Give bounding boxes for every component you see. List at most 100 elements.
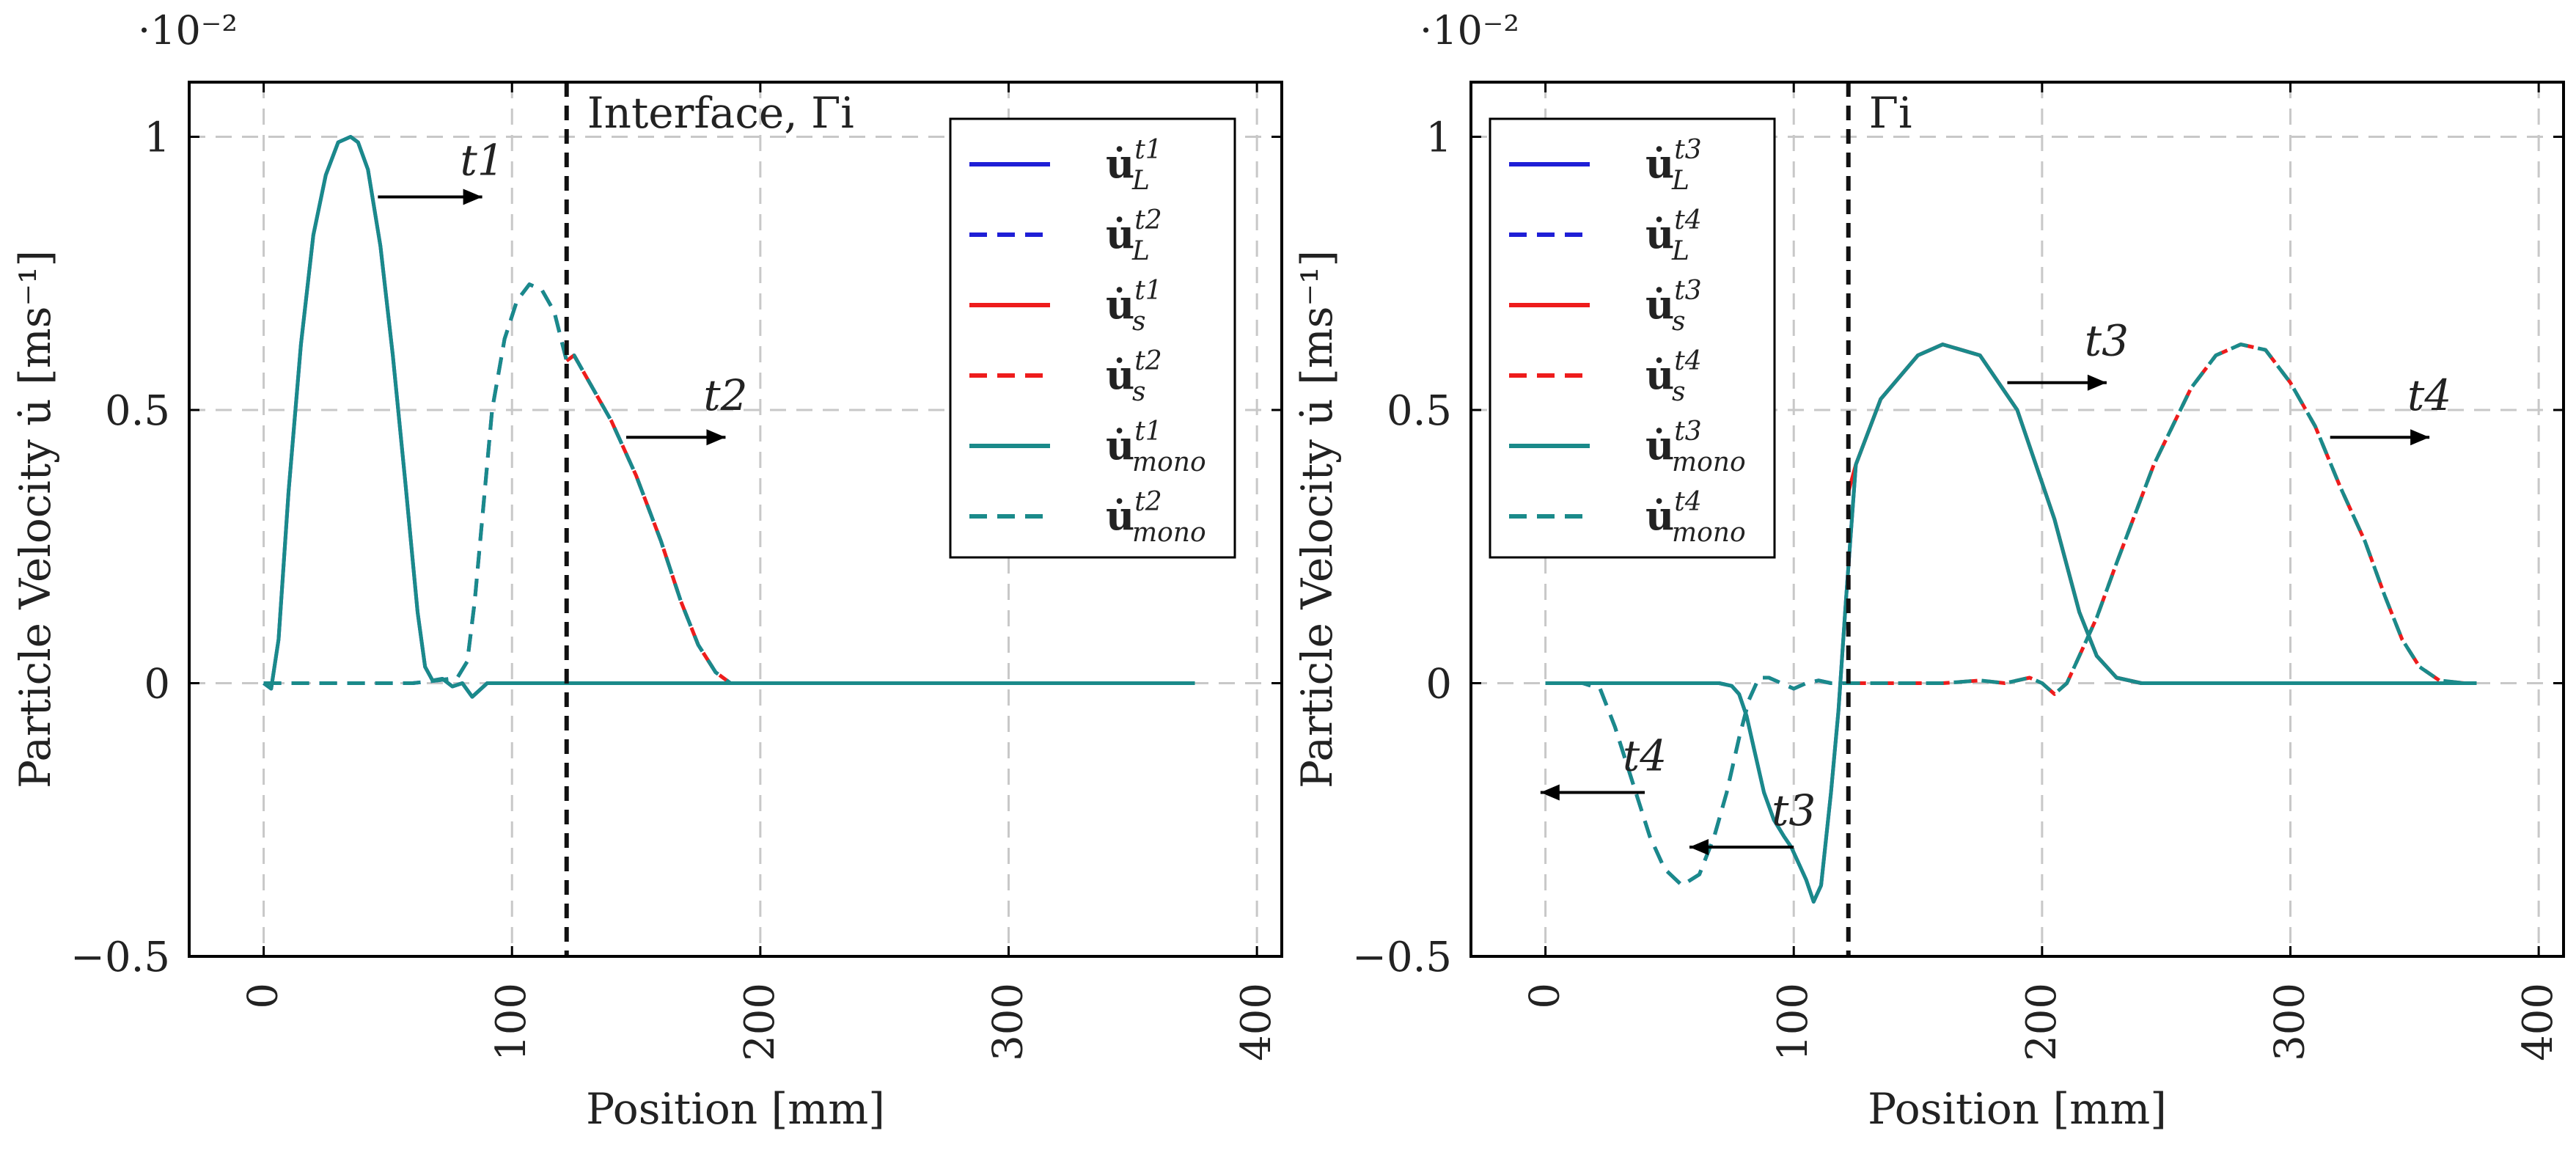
arrow-head xyxy=(463,188,482,205)
legend-main-symbol: u̇ xyxy=(1645,140,1674,187)
legend-subscript: mono xyxy=(1672,518,1746,548)
y-axis-title: Particle Velocity u̇ [ms⁻¹] xyxy=(10,250,60,788)
legend-subscript: L xyxy=(1671,166,1689,196)
left-chart-panel: 0 100 200 300 400 −0.5 0 0.5 1 ·10⁻² Position [mm]… xyxy=(10,7,1283,1134)
series-line-L-t4 xyxy=(1545,675,1849,887)
arrow-head xyxy=(706,429,726,446)
annotation-label: t4 xyxy=(1623,731,1667,781)
y-tick-label: −0.5 xyxy=(1352,934,1452,981)
legend-subscript: mono xyxy=(1132,518,1206,548)
y-tick-label: 1 xyxy=(144,114,170,162)
legend-superscript: t1 xyxy=(1134,276,1162,306)
right-chart-panel: 0 100 200 300 400 −0.5 0 0.5 1 ·10⁻² Position [mm]… xyxy=(1292,7,2565,1134)
series-layer xyxy=(263,135,1195,699)
x-tick-label: 300 xyxy=(985,983,1032,1061)
legend-superscript: t3 xyxy=(1674,276,1701,306)
legend-superscript: t1 xyxy=(1134,417,1162,447)
x-tick-label: 0 xyxy=(240,983,287,1009)
legend-entry-mono-t1: u̇t1 xyxy=(1106,417,1162,469)
x-tick-label: 400 xyxy=(1233,983,1280,1061)
legend-superscript: t3 xyxy=(1674,417,1701,447)
legend-entry-mono-t2: u̇t2 xyxy=(1106,487,1162,539)
plot-frame xyxy=(188,81,1283,958)
legend-main-symbol: u̇ xyxy=(1106,210,1134,257)
legend-superscript: t2 xyxy=(1134,205,1162,235)
legend-entry-s-t3: u̇t3 xyxy=(1645,276,1702,328)
arrow-head xyxy=(1540,784,1560,801)
legend-entry-mono-t4: u̇t4 xyxy=(1645,487,1702,539)
legend-subscript: s xyxy=(1672,307,1685,337)
legend-main-symbol: u̇ xyxy=(1106,351,1134,398)
legend-main-symbol: u̇ xyxy=(1645,351,1674,398)
legend-entry-s-t4: u̇t4 xyxy=(1645,346,1702,398)
x-axis-title: Position [mm] xyxy=(1868,1084,2167,1134)
legend-main-symbol: u̇ xyxy=(1645,492,1674,539)
legend-main-symbol: u̇ xyxy=(1106,281,1134,328)
legend-entry-L-t3: u̇t3 xyxy=(1645,135,1702,187)
x-axis-title: Position [mm] xyxy=(586,1084,885,1134)
legend-subscript: L xyxy=(1131,166,1150,196)
x-tick-label: 400 xyxy=(2514,983,2562,1061)
legend-main-symbol: u̇ xyxy=(1106,422,1134,469)
series-line-mono-t1 xyxy=(263,135,1195,699)
x-tick-label: 200 xyxy=(736,983,784,1061)
y-tick-label: 0 xyxy=(1425,661,1452,708)
y-tick-label: 0 xyxy=(144,661,170,708)
legend-main-symbol: u̇ xyxy=(1106,492,1134,539)
y-axis-title: Particle Velocity u̇ [ms⁻¹] xyxy=(1292,250,1342,788)
y-tick-label: 1 xyxy=(1425,114,1452,162)
interface-label: Γi xyxy=(1869,88,1912,138)
y-multiplier-label: ·10⁻² xyxy=(1420,7,1519,54)
legend-main-symbol: u̇ xyxy=(1106,140,1134,187)
legend-box xyxy=(1489,117,1776,559)
legend-subscript: mono xyxy=(1132,447,1206,477)
legend-subscript: mono xyxy=(1672,447,1746,477)
series-line-s-t3 xyxy=(1846,343,2477,685)
annotation-label: t2 xyxy=(703,370,747,420)
arrow-head xyxy=(2087,374,2107,391)
x-tick-label: 100 xyxy=(488,983,535,1061)
legend-entry-L-t2: u̇t2 xyxy=(1106,205,1162,257)
series-line-mono-t4 xyxy=(1545,343,2477,887)
arrow-head xyxy=(1689,839,1709,855)
x-tick-label: 100 xyxy=(1769,983,1817,1061)
plot-frame xyxy=(1469,81,2565,958)
legend-subscript: L xyxy=(1671,236,1689,266)
legend-subscript: s xyxy=(1132,307,1145,337)
series-line-mono-t2 xyxy=(263,282,1195,685)
legend-superscript: t4 xyxy=(1674,205,1701,235)
legend-superscript: t2 xyxy=(1134,487,1162,517)
x-tick-label: 0 xyxy=(1522,983,1569,1009)
series-line-s-t4 xyxy=(1848,343,2477,696)
series-layer xyxy=(1545,343,2477,904)
legend-entry-s-t2: u̇t2 xyxy=(1106,346,1162,398)
legend-superscript: t1 xyxy=(1134,135,1162,165)
legend-subscript: s xyxy=(1672,377,1685,407)
annotation-label: t4 xyxy=(2407,370,2451,420)
arrow-head xyxy=(2410,429,2430,446)
interface-label: Interface, Γi xyxy=(587,88,854,138)
legend-entry-mono-t3: u̇t3 xyxy=(1645,417,1702,469)
x-tick-label: 300 xyxy=(2267,983,2314,1061)
legend-subscript: s xyxy=(1132,377,1145,407)
legend-superscript: t4 xyxy=(1674,346,1701,376)
x-tick-label: 200 xyxy=(2018,983,2066,1061)
legend-superscript: t2 xyxy=(1134,346,1162,376)
legend-main-symbol: u̇ xyxy=(1645,422,1674,469)
y-tick-label: 0.5 xyxy=(105,387,170,435)
legend-superscript: t3 xyxy=(1674,135,1701,165)
y-tick-label: 0.5 xyxy=(1387,387,1452,435)
legend-subscript: L xyxy=(1131,236,1150,266)
legend-entry-L-t1: u̇t1 xyxy=(1106,135,1162,187)
y-tick-label: −0.5 xyxy=(70,934,170,981)
annotation-label: t3 xyxy=(2085,316,2129,366)
legend-main-symbol: u̇ xyxy=(1645,281,1674,328)
legend-main-symbol: u̇ xyxy=(1645,210,1674,257)
legend-box xyxy=(949,117,1236,559)
y-multiplier-label: ·10⁻² xyxy=(138,7,238,54)
annotation-label: t1 xyxy=(460,136,504,186)
annotation-label: t3 xyxy=(1772,785,1816,835)
